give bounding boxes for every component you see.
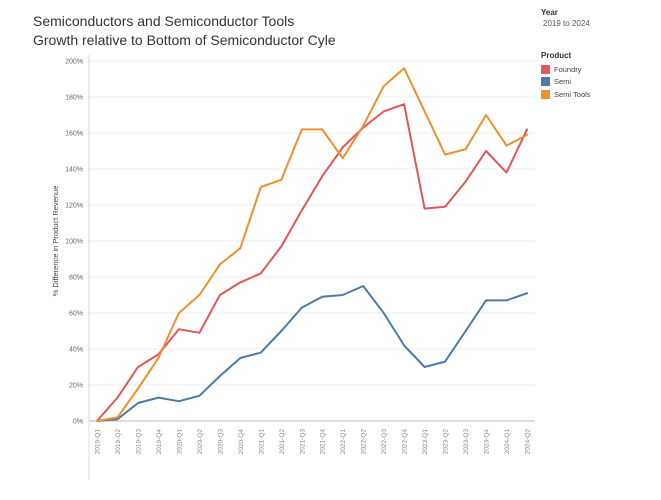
- x-tick-label: 2021-Q2: [279, 429, 286, 455]
- x-tick-label: 2022-Q4: [402, 429, 409, 455]
- x-tick-label: 2019-Q2: [115, 429, 122, 455]
- x-tick-label: 2019-Q3: [135, 429, 142, 455]
- x-tick-label: 2023-Q3: [463, 429, 470, 455]
- legend-item[interactable]: Foundry: [541, 63, 591, 75]
- x-tick-label: 2022-Q1: [340, 429, 347, 455]
- y-tick-label: 20%: [69, 383, 83, 390]
- legend-item[interactable]: Semi: [541, 76, 591, 88]
- series-line-semi: [96, 285, 528, 422]
- series-line-foundry: [96, 103, 528, 422]
- y-axis-label: % Difference in Product Revenue: [51, 186, 60, 297]
- axes: [88, 55, 535, 480]
- y-tick-label: 60%: [69, 311, 83, 318]
- legend: Product Foundry Semi Semi Tools: [541, 51, 591, 101]
- y-tick-label: 0%: [73, 419, 83, 426]
- x-tick-label: 2020-Q1: [176, 429, 183, 455]
- y-tick-label: 100%: [65, 239, 83, 246]
- x-tick-label: 2021-Q1: [258, 429, 265, 455]
- y-tick-label: 160%: [65, 131, 83, 138]
- series-lines: [96, 67, 528, 422]
- x-tick-label: 2019-Q1: [95, 429, 102, 455]
- x-tick-label: 2024-Q1: [504, 429, 511, 455]
- legend-swatch: [541, 64, 550, 74]
- x-tick-label: 2020-Q4: [238, 429, 245, 455]
- legend-item[interactable]: Semi Tools: [541, 88, 591, 100]
- year-filter[interactable]: Year 2019 to 2024: [541, 8, 590, 28]
- x-tick-label: 2021-Q3: [299, 429, 306, 455]
- legend-label: Semi Tools: [554, 89, 591, 99]
- y-tick-label: 180%: [65, 95, 83, 102]
- x-tick-label: 2022-Q3: [381, 429, 388, 455]
- grid-lines: [89, 60, 535, 386]
- y-tick-label: 40%: [69, 347, 83, 354]
- x-tick-label: 2023-Q2: [443, 429, 450, 455]
- year-filter-label: Year: [541, 8, 558, 17]
- legend-swatch: [541, 89, 550, 99]
- y-tick-label: 200%: [65, 59, 83, 66]
- legend-swatch: [541, 77, 550, 86]
- x-tick-label: 2019-Q4: [156, 429, 163, 455]
- y-axis-ticks: 0% 20% 40% 60% 80% 100% 120% 140% 160% 180% 200%: [65, 59, 83, 426]
- y-tick-label: 120%: [65, 203, 83, 210]
- x-tick-label: 2023-Q1: [422, 429, 429, 455]
- y-tick-label: 80%: [69, 275, 83, 282]
- x-tick-label: 2021-Q4: [320, 429, 327, 455]
- chart-title-block: Semiconductors and Semiconductor Tools G…: [33, 12, 336, 50]
- x-axis-ticks: 2019-Q1 2019-Q2 2019-Q3 2019-Q4 2020-Q1 2020-…: [95, 429, 532, 455]
- series-line-semi-tools: [96, 67, 528, 422]
- x-tick-label: 2022-Q2: [361, 429, 368, 455]
- x-tick-label: 2020-Q2: [197, 429, 204, 455]
- y-tick-label: 140%: [65, 167, 83, 174]
- chart-title: Semiconductors and Semiconductor Tools: [33, 13, 295, 29]
- legend-title: Product: [541, 51, 572, 60]
- x-tick-label: 2024-Q2: [525, 429, 532, 455]
- x-tick-label: 2023-Q4: [484, 429, 491, 455]
- year-filter-value[interactable]: 2019 to 2024: [543, 19, 590, 28]
- legend-label: Semi: [554, 77, 572, 86]
- chart-subtitle: Growth relative to Bottom of Semiconduct…: [33, 32, 336, 48]
- x-tick-label: 2020-Q3: [217, 429, 224, 455]
- legend-label: Foundry: [554, 64, 582, 74]
